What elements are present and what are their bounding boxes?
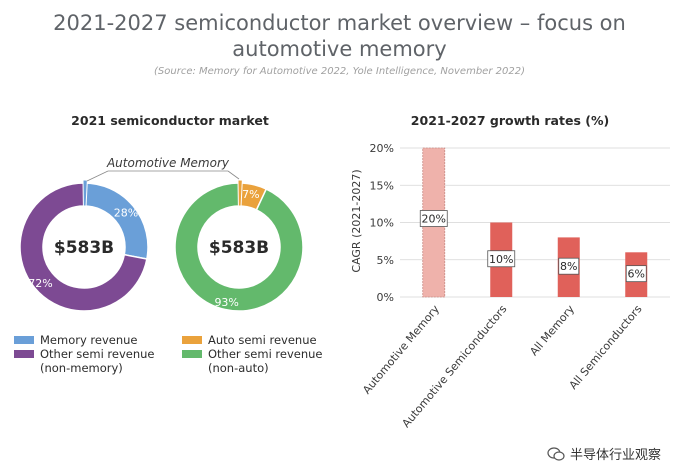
donut-auto: 7% 93% $583B (174, 179, 304, 312)
y-axis-label: CAGR (2021-2027) (350, 169, 363, 272)
value-label-text: 8% (560, 260, 577, 273)
bar-value-label: 20% (419, 210, 448, 227)
value-label-box (419, 210, 448, 227)
left-panel-title: 2021 semiconductor market (71, 113, 269, 128)
wechat-icon (547, 446, 565, 461)
donut-center-label: $583B (54, 238, 114, 258)
callout-leader-left (86, 170, 109, 182)
legend-item-non-memory: Other semi revenue (14, 347, 184, 361)
bar-value-label: 8% (558, 257, 580, 275)
donut-slice-non-auto (174, 182, 304, 312)
legend-swatch-auto (182, 335, 202, 344)
watermark: 半导体行业观察 (547, 444, 661, 463)
donut-center-label: $583B (209, 238, 269, 258)
value-label-text: 10% (489, 253, 513, 266)
slice-label-non-auto: 93% (214, 296, 238, 309)
y-axis-ticks: 0% 5% 10% 15% 20% (370, 142, 394, 304)
legend-label: Auto semi revenue (208, 333, 317, 347)
slice-label-non-memory: 72% (28, 277, 52, 290)
donut-charts: 28% 72% $583B 7% 93% $583B Automotive Memory (19, 156, 304, 312)
y-tick-label: 15% (370, 179, 394, 192)
value-label-text: 20% (422, 213, 446, 226)
growth-bar-chart: 0% 5% 10% 15% 20% Automotive MemoryAutomotiv… (350, 142, 670, 430)
value-label-text: 6% (628, 268, 645, 281)
value-label-box (487, 250, 516, 268)
legend-item-memory: Memory revenue (14, 333, 184, 347)
y-tick-label: 20% (370, 142, 394, 155)
right-panel-title: 2021-2027 growth rates (%) (410, 113, 610, 128)
donut-slice-non-memory (19, 182, 148, 312)
legend-label: Other semi revenue (40, 347, 155, 361)
legend-swatch-non-auto (182, 349, 202, 358)
source-note: (Source: Memory for Automotive 2022, Yol… (154, 66, 525, 77)
callout-leader-right (227, 170, 240, 180)
legend-item-auto: Auto semi revenue (182, 333, 342, 347)
y-tick-label: 5% (377, 254, 394, 267)
legend-label: Memory revenue (40, 333, 138, 347)
x-tick-label: All Memory (527, 302, 577, 358)
legend-label: Other semi revenue (208, 347, 323, 361)
x-tick-label: All Semiconductors (567, 302, 645, 392)
bar-value-label: 10% (487, 250, 516, 268)
legend-swatch-non-memory (14, 349, 34, 358)
page-title: 2021-2027 semiconductor market overview … (0, 10, 679, 62)
legend-item-non-auto: Other semi revenue (182, 347, 342, 361)
x-tick-label: Automotive Memory (360, 302, 442, 396)
legend-right: Auto semi revenue Other semi revenue (no… (182, 333, 342, 375)
y-tick-label: 10% (370, 217, 394, 230)
value-label-box (558, 257, 580, 275)
highlight-slice-automotive-memory (237, 179, 243, 207)
slice-label-auto: 7% (242, 188, 259, 201)
title-line-2: automotive memory (232, 37, 447, 61)
bar-value-labels: 20% 10% 8% 6% (419, 210, 647, 283)
slice-label-memory: 28% (114, 206, 138, 219)
highlight-slice-automotive-memory (82, 179, 88, 207)
legend-left: Memory revenue Other semi revenue (non-m… (14, 333, 184, 375)
legend-sub-non-auto: (non-auto) (208, 361, 269, 375)
legend-sub-non-memory: (non-memory) (40, 361, 123, 375)
value-label-box (625, 265, 647, 283)
watermark-text: 半导体行业观察 (569, 448, 661, 463)
donut-memory: 28% 72% $583B (19, 179, 149, 312)
legend-swatch-memory (14, 335, 34, 344)
bar-value-label: 6% (625, 265, 647, 283)
y-tick-label: 0% (377, 291, 394, 304)
callout-automotive-memory: Automotive Memory (106, 156, 230, 170)
title-line-1: 2021-2027 semiconductor market overview … (53, 11, 626, 35)
